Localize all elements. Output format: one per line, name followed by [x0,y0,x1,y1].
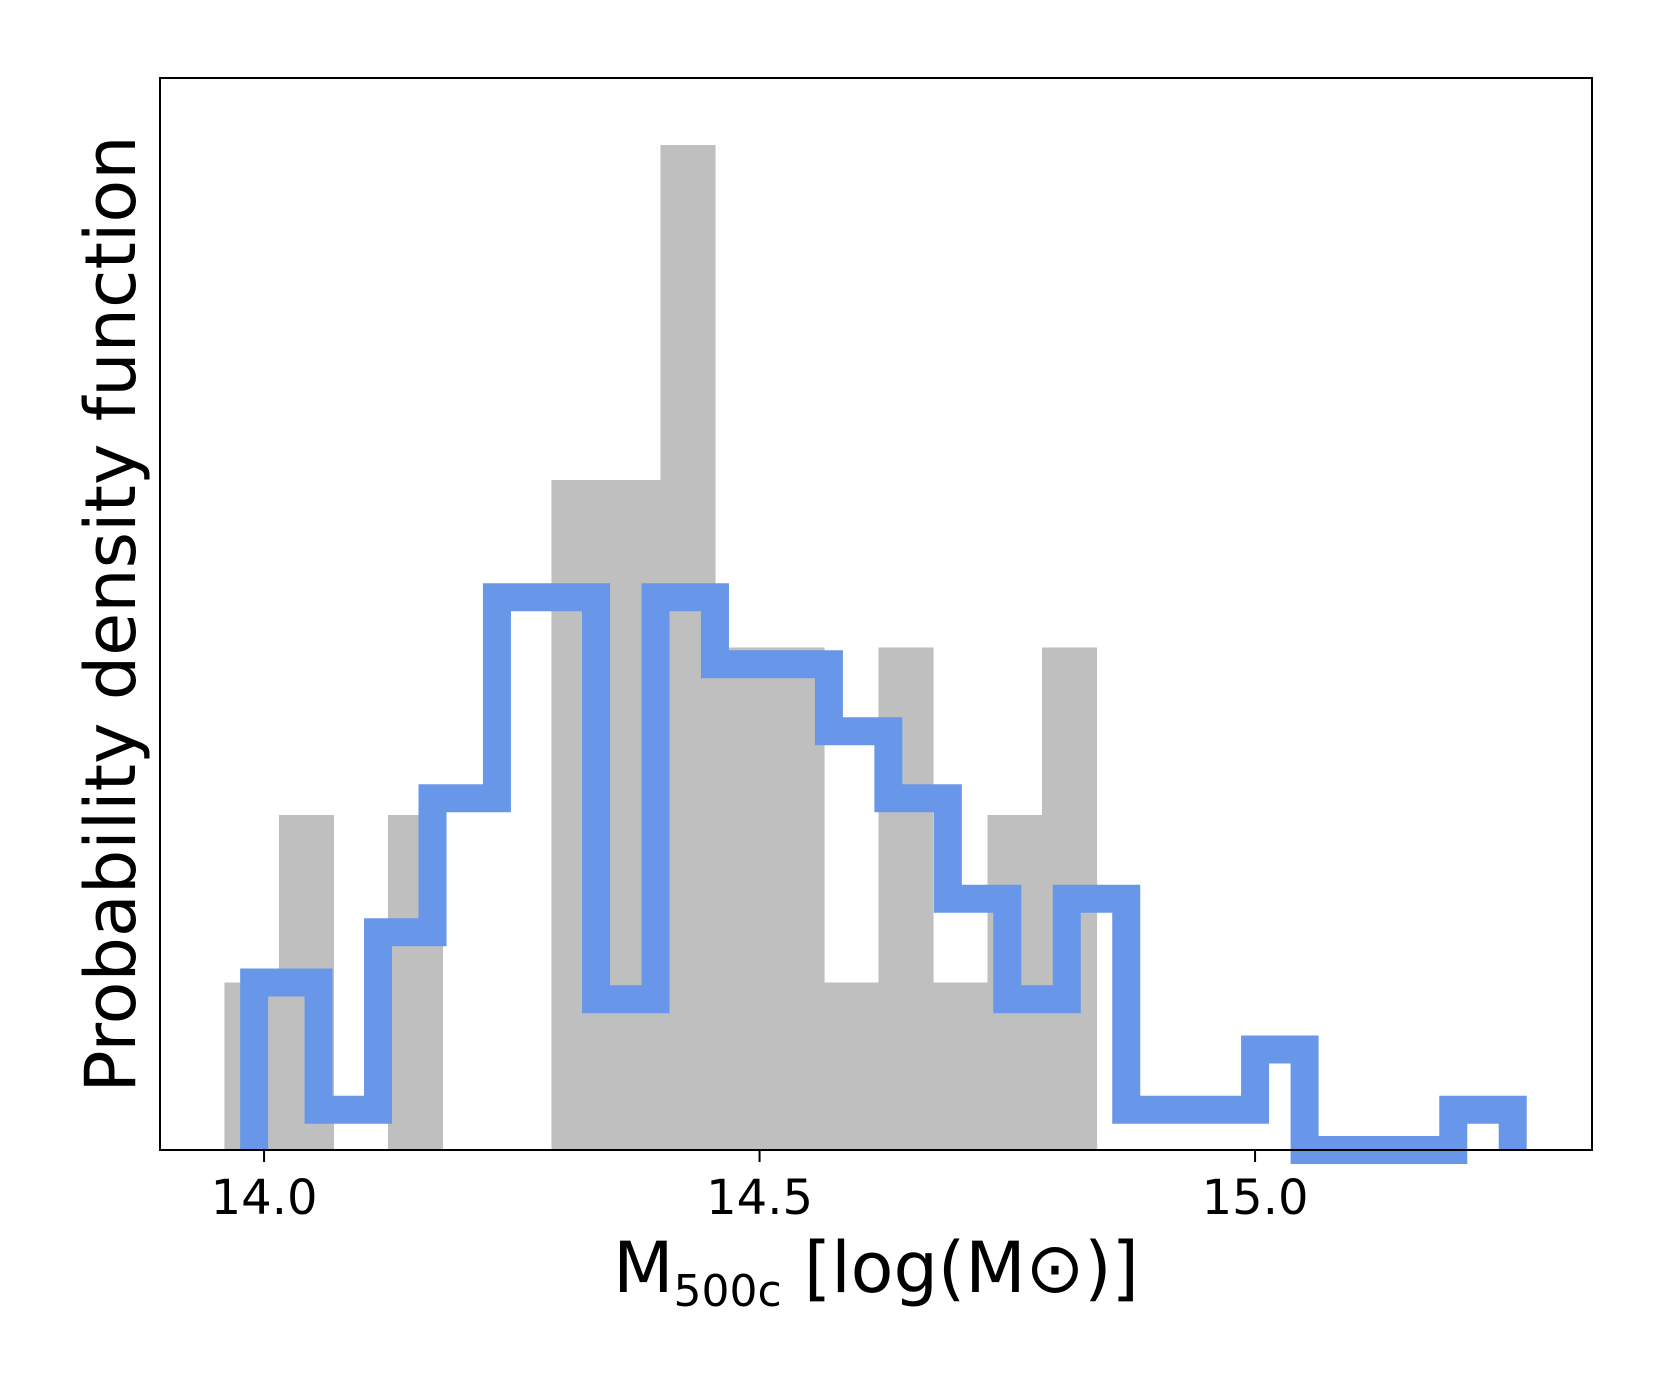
x-axis-label-sun-symbol: ⊙ [1026,1227,1085,1309]
blue-step-histogram [240,583,1527,1164]
gray-bar [932,982,989,1150]
x-axis-label-main: M [613,1227,673,1309]
gray-bar [714,647,771,1150]
x-axis-label-close: )] [1084,1227,1139,1309]
x-tick-label: 15.0 [1202,1170,1309,1226]
x-tick-label: 14.5 [706,1170,813,1226]
axes-frame [159,77,1593,1151]
y-axis-label: Probability density function [70,135,152,1092]
x-axis-label-subscript: 500c [673,1266,781,1317]
x-axis-label-rest: [log(M [782,1227,1026,1309]
x-axis-label: M500c [log(M⊙)] [613,1227,1139,1317]
x-axis-ticks: 14.0 14.5 15.0 [211,1150,1309,1226]
x-tick-label: 14.0 [211,1170,318,1226]
gray-bar [823,982,880,1150]
